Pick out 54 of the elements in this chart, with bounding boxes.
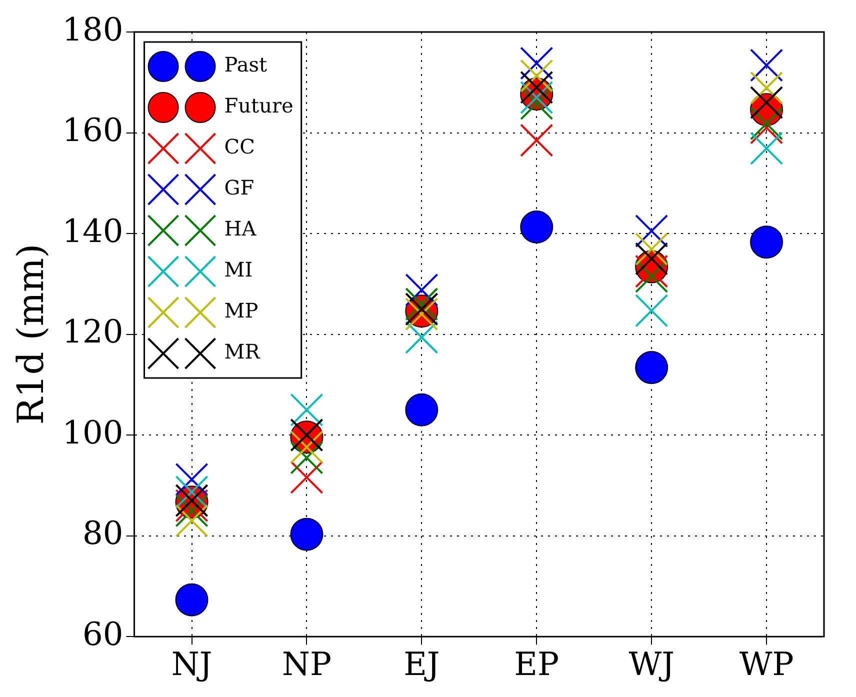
point	[750, 226, 784, 259]
point	[175, 494, 208, 528]
point	[175, 583, 208, 616]
point	[750, 86, 784, 120]
legend-label: MR	[224, 340, 261, 364]
legend-label: CC	[224, 134, 255, 159]
point	[175, 475, 208, 509]
x-tick-label: EJ	[404, 645, 440, 684]
y-tick-label: 120	[62, 312, 124, 351]
point	[635, 214, 668, 248]
legend-label: Past	[224, 52, 268, 77]
point	[290, 441, 324, 474]
point	[520, 46, 554, 80]
legend-label: MP	[224, 298, 258, 323]
point	[290, 393, 324, 426]
point	[405, 288, 438, 321]
y-tick-label: 60	[82, 614, 124, 653]
point	[520, 210, 554, 244]
point	[405, 393, 438, 426]
point	[520, 86, 554, 120]
legend-label: MI	[224, 258, 253, 282]
point	[290, 430, 324, 464]
point	[635, 232, 668, 266]
point	[520, 59, 554, 92]
point	[635, 260, 668, 293]
y-tick-label: 180	[62, 10, 124, 48]
x-tick-label: WP	[739, 645, 794, 684]
legend-label: Future	[224, 94, 294, 118]
point	[635, 294, 668, 328]
point	[750, 132, 784, 165]
point	[175, 462, 208, 496]
x-tick-label: NP	[282, 645, 332, 684]
point	[520, 124, 554, 157]
y-tick-label: 140	[62, 212, 124, 250]
y-tick-label: 80	[82, 514, 124, 552]
point	[635, 254, 668, 288]
x-tick-label: WJ	[628, 645, 674, 684]
point	[635, 242, 668, 276]
legend-label: HA	[224, 216, 257, 241]
point	[750, 48, 784, 82]
y-tick-label: 160	[62, 111, 124, 150]
x-tick-label: NJ	[171, 645, 212, 684]
point	[405, 273, 438, 307]
point	[175, 504, 208, 538]
y-tick-label: 100	[62, 413, 124, 452]
point	[750, 71, 784, 104]
x-tick-label: EP	[514, 645, 560, 684]
point	[290, 518, 324, 551]
point	[635, 351, 668, 384]
point	[520, 70, 554, 104]
point	[290, 460, 324, 494]
y-axis-title: R1d (mm)	[10, 244, 52, 425]
point	[405, 320, 438, 354]
legend-label: GF	[224, 176, 254, 200]
